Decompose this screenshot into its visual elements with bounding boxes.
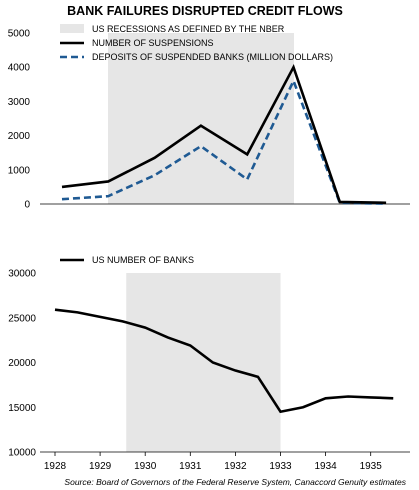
- x-tick-label: 1929: [89, 461, 112, 472]
- recession-shading: [108, 33, 294, 204]
- y-tick-label: 30000: [8, 269, 36, 280]
- series-line-banks: [54, 308, 394, 414]
- y-tick-label: 0: [24, 200, 30, 211]
- legend-label-banks: US NUMBER OF BANKS: [92, 255, 194, 265]
- legend-label-deposits: DEPOSITS OF SUSPENDED BANKS (MILLION DOL…: [92, 52, 333, 62]
- y-tick-label: 20000: [8, 358, 36, 369]
- y-tick-label: 10000: [8, 448, 36, 459]
- series-line-suspensions: [61, 63, 387, 205]
- legend-swatch-recession: [60, 24, 84, 33]
- y-tick-label: 2000: [8, 131, 31, 142]
- y-tick-label: 25000: [8, 313, 36, 324]
- x-tick-label: 1930: [134, 461, 157, 472]
- x-tick-label: 1928: [44, 461, 67, 472]
- source-note: Source: Board of Governors of the Federa…: [64, 477, 406, 487]
- y-tick-label: 15000: [8, 403, 36, 414]
- chart-bank-failures: 0 1000 2000 3000 4000 5000 US RECESSIONS AS DE…: [8, 24, 410, 211]
- chart-title: BANK FAILURES DISRUPTED CREDIT FLOWS: [67, 4, 343, 18]
- y-tick-label: 3000: [8, 97, 31, 108]
- legend-label-suspensions: NUMBER OF SUSPENSIONS: [92, 38, 214, 48]
- chart-number-of-banks: 10000 15000 20000 25000 30000 1928 1929 1930 193…: [8, 255, 410, 472]
- y-tick-label: 1000: [8, 165, 31, 176]
- x-tick-label: 1932: [224, 461, 247, 472]
- y-tick-label: 5000: [8, 29, 31, 40]
- y-tick-label: 4000: [8, 63, 31, 74]
- x-tick-label: 1935: [360, 461, 383, 472]
- recession-shading: [126, 273, 281, 452]
- x-tick-label: 1931: [179, 461, 202, 472]
- x-tick-label: 1933: [269, 461, 292, 472]
- x-tick-label: 1934: [314, 461, 337, 472]
- series-line-deposits: [61, 77, 387, 205]
- legend-label-recession: US RECESSIONS AS DEFINED BY THE NBER: [92, 24, 285, 34]
